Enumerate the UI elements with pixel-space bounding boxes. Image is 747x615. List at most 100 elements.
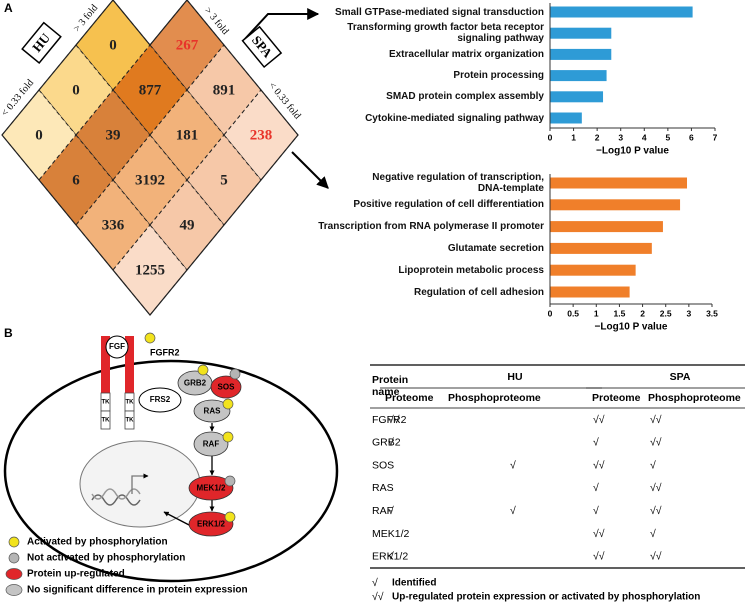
category-label: Extracellular matrix organization xyxy=(388,48,544,60)
cell-value: 0 xyxy=(35,127,43,143)
table-cell: √ xyxy=(593,482,599,494)
receptor xyxy=(125,336,134,393)
table-cell: √√ xyxy=(388,414,400,426)
phospho-dot xyxy=(197,364,209,376)
table-subheader: Phosphoproteome xyxy=(648,392,741,404)
panel-label: A xyxy=(4,1,13,15)
table-cell: √√ xyxy=(593,528,605,540)
note-symbol: √√ xyxy=(372,591,384,603)
table-group: HU xyxy=(507,371,522,383)
table-subheader: Proteome xyxy=(592,392,641,404)
protein-label: ERK1/2 xyxy=(197,520,226,529)
phospho-dot xyxy=(144,332,156,344)
protein-node xyxy=(210,375,242,399)
dna xyxy=(91,494,141,506)
ligand xyxy=(105,335,129,359)
x-tick-label: 2 xyxy=(595,132,600,142)
table-subheader: Phosphoproteome xyxy=(448,392,541,404)
x-tick-label: 6 xyxy=(689,132,694,142)
protein-node xyxy=(188,475,234,501)
cell-membrane xyxy=(3,359,339,583)
phospho-dot xyxy=(222,398,234,410)
table-cell: √√ xyxy=(650,505,662,517)
legend-text: Protein up-regulated xyxy=(27,569,125,580)
x-tick-label: 5 xyxy=(665,132,670,142)
cell-value: 49 xyxy=(180,217,195,233)
row-name: RAS xyxy=(372,482,394,494)
x-tick-label: 3.5 xyxy=(706,308,718,318)
bar xyxy=(550,177,688,189)
table-subheader: Proteome xyxy=(385,392,434,404)
x-tick-label: 1 xyxy=(571,132,576,142)
category-label: Negative regulation of transcription, DN… xyxy=(372,172,544,194)
category-label: Transforming growth factor beta receptor… xyxy=(347,22,544,45)
table-cell: √ xyxy=(593,505,599,517)
x-axis-title: −Log10 P value xyxy=(596,146,669,157)
table-cell: √√ xyxy=(650,551,662,563)
cell-value: 5 xyxy=(220,172,228,188)
phospho-dot xyxy=(224,511,236,523)
row-name: ERK1/2 xyxy=(372,551,408,563)
note-text: Up-regulated protein expression or activ… xyxy=(392,592,700,603)
group-label: HU xyxy=(21,21,62,65)
kinase-domain xyxy=(124,410,135,430)
bar xyxy=(550,112,582,124)
legend-swatch xyxy=(8,536,20,548)
protein-label: RAS xyxy=(204,407,222,416)
bar xyxy=(550,91,604,103)
arrow xyxy=(163,511,192,527)
protein-label: SOS xyxy=(218,383,236,392)
cell-value: 3192 xyxy=(135,172,165,188)
row-name: MEK1/2 xyxy=(372,528,410,540)
arrow xyxy=(291,151,329,189)
legend-text: No significant difference in protein exp… xyxy=(27,585,248,596)
row-name: SOS xyxy=(372,459,394,471)
phospho-dot xyxy=(229,368,241,380)
category-label: SMAD protein complex assembly xyxy=(386,91,544,103)
domain-label: TK xyxy=(126,418,135,424)
category-label: Protein processing xyxy=(453,70,544,82)
legend-text: Activated by phosphorylation xyxy=(27,537,168,548)
domain-label: TK xyxy=(102,418,111,424)
cell-value: 0 xyxy=(109,37,117,53)
legend-swatch xyxy=(8,552,20,564)
x-tick-label: 1.5 xyxy=(614,308,626,318)
table-cell: √√ xyxy=(593,459,605,471)
arrow xyxy=(243,8,320,41)
x-tick-label: 4 xyxy=(642,132,647,142)
protein-node xyxy=(193,431,229,457)
x-axis-title: −Log10 P value xyxy=(595,322,668,333)
legend-swatch xyxy=(5,568,23,580)
cell-value: 6 xyxy=(72,172,80,188)
category-label: Regulation of cell adhesion xyxy=(413,286,544,298)
x-tick-label: 3 xyxy=(686,308,691,318)
kinase-domain xyxy=(100,410,111,430)
legend: Activated by phosphorylation Not activate… xyxy=(5,536,248,596)
adaptor-label: FRS2 xyxy=(150,395,171,404)
pathway-nodes: GRB2 SOS RAS RAF MEK1/2 ERK1/2 xyxy=(177,364,242,537)
protein-node xyxy=(193,399,231,423)
gene-arrow xyxy=(131,473,149,494)
x-tick-label: 2 xyxy=(640,308,645,318)
x-tick-label: 3 xyxy=(618,132,623,142)
legend-text: Not activated by phosphorylation xyxy=(27,553,185,564)
x-tick-label: 1 xyxy=(594,308,599,318)
table-group: SPA xyxy=(670,371,691,383)
cell-value: 267 xyxy=(176,37,199,53)
panel-label: B xyxy=(4,326,13,340)
table-cell: √ xyxy=(388,437,394,449)
bar xyxy=(550,70,607,82)
table-cell: √√ xyxy=(593,414,605,426)
phospho-dot xyxy=(224,475,236,487)
bar xyxy=(550,264,636,276)
cell-value: 891 xyxy=(213,82,236,98)
bar xyxy=(550,27,612,39)
category-label: Small GTPase-mediated signal transductio… xyxy=(335,6,544,18)
table-cell: √ xyxy=(510,505,516,517)
cell-value: 1255 xyxy=(135,262,165,278)
category-label: Positive regulation of cell differentiat… xyxy=(353,199,544,211)
x-tick-label: 0.5 xyxy=(567,308,579,318)
row-name: GRB2 xyxy=(372,437,401,449)
x-tick-label: 7 xyxy=(713,132,718,142)
